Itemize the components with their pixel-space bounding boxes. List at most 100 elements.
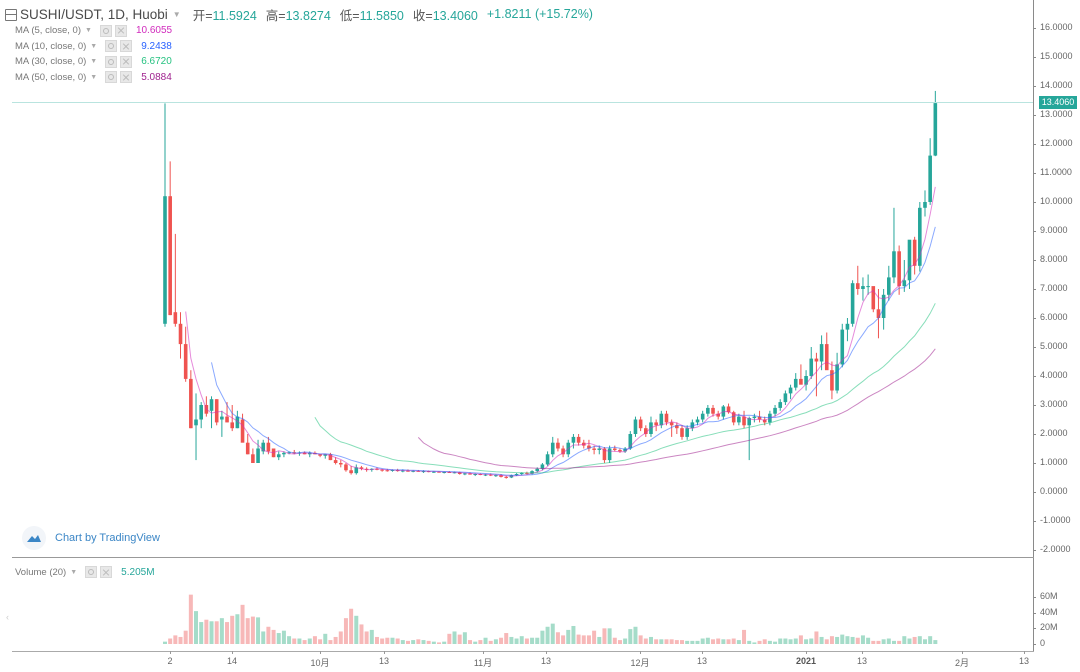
indicator-ma50[interactable]: MA (50, close, 0) ▼ 5.0884 (15, 70, 602, 86)
candle (602, 448, 607, 461)
symbol-legend: SUSHI/USDT, 1D, Huobi ▼ 开=11.5924 高=13.8… (5, 5, 602, 23)
chevron-down-icon[interactable]: ▼ (90, 42, 98, 50)
candle (235, 416, 240, 429)
volume-bar (302, 640, 307, 644)
candle (752, 416, 757, 419)
indicator-ma5[interactable]: MA (5, close, 0) ▼ 10.6055 (15, 23, 602, 39)
candle (700, 413, 705, 420)
chevron-down-icon[interactable]: ▼ (90, 58, 98, 66)
candle (535, 468, 540, 472)
volume-bar (561, 635, 566, 644)
candle (799, 378, 803, 385)
chevron-down-icon[interactable]: ▼ (70, 568, 78, 576)
volume-bar (343, 618, 348, 644)
close-icon[interactable] (120, 55, 133, 68)
close-icon[interactable] (120, 40, 133, 53)
candle (483, 474, 488, 476)
candle (814, 358, 819, 362)
volume-bar (705, 637, 710, 644)
close-icon[interactable] (114, 24, 127, 37)
candle (824, 344, 829, 371)
candle (354, 467, 359, 474)
indicator-label[interactable]: MA (30, close, 0) (15, 56, 87, 68)
close-icon[interactable] (100, 566, 113, 578)
candle (359, 467, 364, 469)
tradingview-watermark[interactable]: Chart by TradingView (22, 526, 160, 550)
candle (178, 323, 183, 345)
tradingview-text[interactable]: Chart by TradingView (55, 532, 160, 544)
settings-icon[interactable] (99, 24, 112, 37)
candle (845, 323, 850, 330)
volume-bar (504, 633, 509, 644)
indicator-ma10[interactable]: MA (10, close, 0) ▼ 9.2438 (15, 39, 602, 55)
settings-icon[interactable] (105, 40, 118, 53)
candle (819, 344, 824, 362)
price-tick (1033, 57, 1036, 58)
time-tick (483, 651, 484, 654)
last-price-line (12, 102, 1033, 103)
volume-tick (1033, 597, 1036, 598)
price-tick-label: 9.0000 (1040, 225, 1068, 235)
volume-legend[interactable]: Volume (20) ▼ 5.205M (15, 566, 155, 578)
volume-bar (731, 638, 736, 644)
volume-bar (912, 636, 917, 644)
close-label: 收= (412, 8, 433, 23)
price-tick (1033, 86, 1036, 87)
volume-bar (773, 641, 778, 644)
pane-divider[interactable] (12, 557, 1034, 558)
candle (189, 378, 193, 429)
time-tick-label: 2021 (795, 656, 817, 666)
candle (209, 399, 214, 411)
volume-bar (550, 623, 555, 644)
volume-bar (359, 624, 364, 644)
volume-label[interactable]: Volume (20) (15, 566, 67, 578)
scroll-left-icon[interactable]: ‹ (6, 612, 9, 622)
candle (540, 464, 545, 469)
candle (230, 422, 235, 429)
volume-bar (571, 625, 576, 644)
indicator-label[interactable]: MA (5, close, 0) (15, 25, 81, 37)
settings-icon[interactable] (105, 55, 118, 68)
time-tick (806, 651, 807, 654)
volume-bar (855, 637, 860, 644)
indicator-label[interactable]: MA (50, close, 0) (15, 71, 87, 83)
high-value: 高=13.8274 (266, 5, 331, 24)
price-axis-line[interactable] (1033, 0, 1034, 651)
volume-bar (462, 632, 467, 644)
volume-bar (468, 640, 473, 644)
candle (830, 370, 834, 391)
volume-bar (814, 631, 819, 644)
candle (861, 286, 865, 289)
chevron-down-icon[interactable]: ▼ (90, 73, 98, 81)
close-icon[interactable] (120, 71, 133, 84)
indicator-value: 6.6720 (141, 56, 172, 68)
candle (638, 419, 643, 429)
chevron-down-icon[interactable]: ▼ (172, 9, 181, 19)
indicator-ma30[interactable]: MA (30, close, 0) ▼ 6.6720 (15, 54, 602, 70)
settings-icon[interactable] (85, 566, 98, 578)
volume-bar (514, 638, 519, 644)
volume-bar (478, 640, 483, 644)
collapse-icon[interactable] (5, 9, 17, 21)
volume-bar (323, 633, 328, 644)
settings-icon[interactable] (105, 71, 118, 84)
volume-bar (380, 638, 385, 644)
volume-bar (431, 641, 436, 644)
indicator-label[interactable]: MA (10, close, 0) (15, 40, 87, 52)
volume-bar (385, 637, 390, 644)
time-tick (640, 651, 641, 654)
volume-bar (886, 638, 891, 644)
volume-bar (292, 638, 297, 644)
low-label: 低= (339, 8, 360, 23)
candle (442, 471, 446, 473)
candle (866, 286, 870, 288)
candle (788, 387, 793, 394)
price-tick (1033, 347, 1036, 348)
volume-bar (933, 640, 938, 644)
chevron-down-icon[interactable]: ▼ (85, 27, 92, 35)
candle (892, 251, 896, 278)
candle (287, 452, 291, 454)
symbol-title[interactable]: SUSHI/USDT, 1D, Huobi (20, 6, 168, 22)
low-value: 低=11.5850 (340, 5, 404, 24)
